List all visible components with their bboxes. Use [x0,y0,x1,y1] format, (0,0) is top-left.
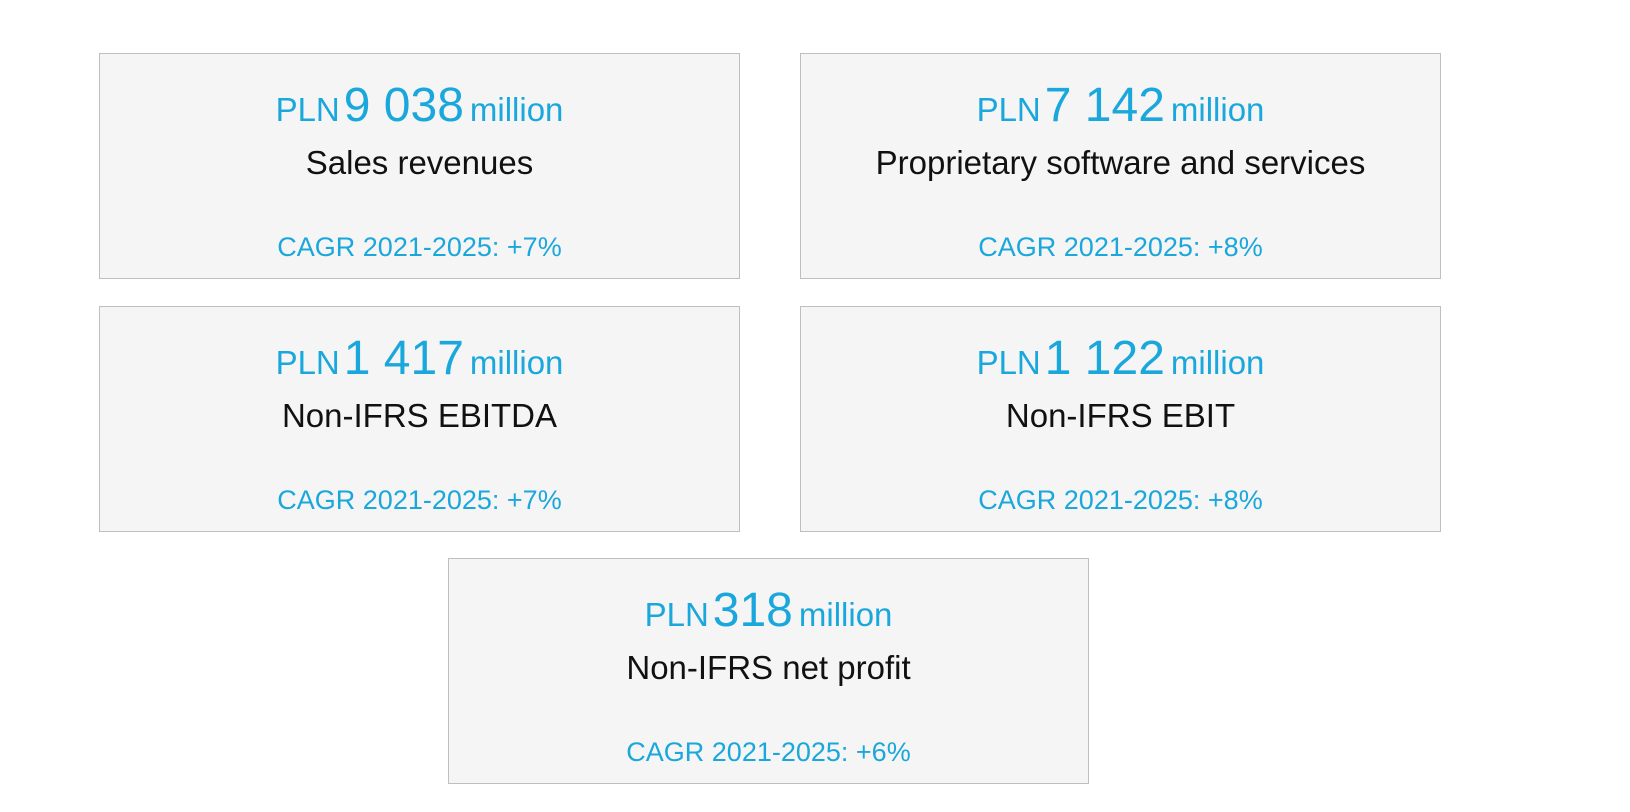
amount-value: 1 417 [343,332,464,385]
currency-label: PLN [976,91,1041,128]
cagr-text: CAGR 2021-2025: +7% [277,232,562,262]
currency-label: PLN [275,344,340,381]
cagr-text: CAGR 2021-2025: +8% [978,485,1263,515]
kpi-amount: PLN9 038 million [100,76,739,147]
kpi-card-proprietary-software: PLN7 142 million Proprietary software and… [800,53,1441,279]
kpi-amount: PLN7 142 million [801,76,1440,147]
kpi-label: Non-IFRS net profit [626,649,911,686]
amount-value: 318 [712,584,793,637]
currency-label: PLN [275,91,340,128]
kpi-amount: PLN318 million [449,581,1088,652]
cagr-text: CAGR 2021-2025: +7% [277,485,562,515]
kpi-amount: PLN1 417 million [100,329,739,400]
amount-value: 1 122 [1044,332,1165,385]
unit-label: million [469,91,564,128]
amount-value: 7 142 [1044,79,1165,132]
kpi-label: Non-IFRS EBITDA [281,397,558,434]
kpi-card-sales-revenues: PLN9 038 million Sales revenues CAGR 2021… [99,53,740,279]
kpi-card-non-ifrs-ebit: PLN1 122 million Non-IFRS EBIT CAGR 2021-… [800,306,1441,532]
currency-label: PLN [644,596,709,633]
unit-label: million [1170,91,1265,128]
kpi-card-non-ifrs-net-profit: PLN318 million Non-IFRS net profit CAGR 2… [448,558,1089,784]
currency-label: PLN [976,344,1041,381]
unit-label: million [1170,344,1265,381]
kpi-card-non-ifrs-ebitda: PLN1 417 million Non-IFRS EBITDA CAGR 202… [99,306,740,532]
kpi-label: Sales revenues [305,144,534,181]
unit-label: million [469,344,564,381]
kpi-label: Non-IFRS EBIT [1005,397,1236,434]
unit-label: million [798,596,893,633]
amount-value: 9 038 [343,79,464,132]
cagr-text: CAGR 2021-2025: +6% [626,737,911,767]
cagr-text: CAGR 2021-2025: +8% [978,232,1263,262]
kpi-amount: PLN1 122 million [801,329,1440,400]
kpi-label: Proprietary software and services [875,144,1366,181]
